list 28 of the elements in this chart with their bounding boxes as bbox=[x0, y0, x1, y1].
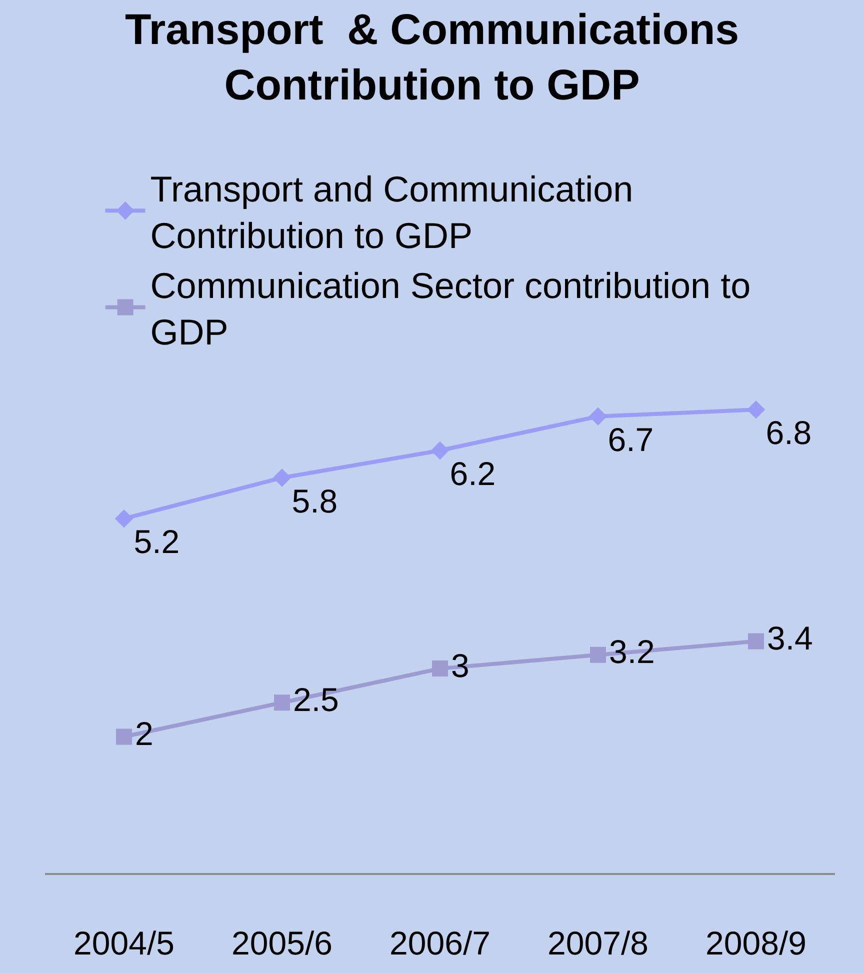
data-label: 6.2 bbox=[450, 454, 496, 492]
point bbox=[114, 510, 134, 528]
point bbox=[430, 441, 450, 460]
data-label: 5.2 bbox=[134, 523, 180, 560]
point bbox=[274, 694, 290, 711]
x-tick-label: 2008/9 bbox=[706, 924, 806, 962]
x-tick-label: 2005/6 bbox=[232, 924, 332, 962]
chart-title: Transport & Communications Contribution to GDP bbox=[124, 6, 740, 110]
point bbox=[272, 468, 292, 487]
point bbox=[746, 400, 766, 419]
data-label: 3.4 bbox=[767, 620, 813, 657]
point bbox=[748, 633, 764, 650]
data-label: 6.8 bbox=[766, 414, 812, 452]
data-label: 5.8 bbox=[292, 482, 338, 520]
data-label: 3 bbox=[451, 646, 470, 684]
x-tick-label: 2004/5 bbox=[74, 924, 174, 962]
point bbox=[590, 646, 606, 663]
data-label: 2.5 bbox=[293, 680, 339, 718]
data-label: 6.7 bbox=[608, 420, 654, 458]
x-tick-label: 2006/7 bbox=[390, 924, 490, 962]
point bbox=[432, 660, 448, 677]
data-label: 3.2 bbox=[609, 633, 655, 670]
legend-label: Transport and Communication Contribution to GDP bbox=[150, 168, 634, 256]
x-tick-label: 2007/8 bbox=[548, 924, 648, 962]
point bbox=[588, 407, 608, 426]
data-label: 2 bbox=[135, 714, 154, 752]
point bbox=[116, 728, 132, 745]
legend-label: Communication Sector contribution to GDP bbox=[150, 264, 751, 353]
